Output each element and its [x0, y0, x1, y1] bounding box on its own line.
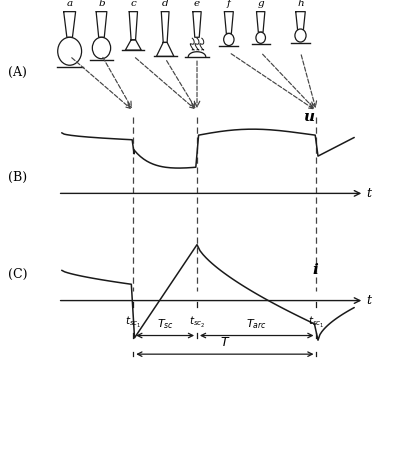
- Text: u: u: [303, 110, 314, 124]
- Circle shape: [58, 37, 82, 65]
- Text: (C): (C): [8, 268, 27, 281]
- Text: $t_{sc_2}$: $t_{sc_2}$: [189, 315, 205, 329]
- Text: i: i: [312, 263, 318, 277]
- Circle shape: [224, 34, 234, 46]
- Circle shape: [295, 29, 306, 42]
- Text: $T_{sc}$: $T_{sc}$: [157, 317, 174, 331]
- Text: b: b: [98, 0, 105, 8]
- Text: t: t: [366, 187, 371, 200]
- Circle shape: [92, 37, 111, 59]
- Text: e: e: [194, 0, 200, 8]
- Text: $T$: $T$: [220, 336, 230, 350]
- Text: (B): (B): [8, 171, 27, 184]
- Text: t: t: [366, 294, 371, 307]
- Text: a: a: [66, 0, 73, 8]
- Text: f: f: [227, 0, 231, 8]
- Circle shape: [256, 32, 265, 43]
- Text: c: c: [131, 0, 136, 8]
- Text: d: d: [162, 0, 168, 8]
- Text: $t_{sc_1}$: $t_{sc_1}$: [308, 315, 325, 329]
- Text: (A): (A): [8, 66, 27, 79]
- Text: g: g: [258, 0, 264, 8]
- Text: $T_{arc}$: $T_{arc}$: [246, 317, 267, 331]
- Text: h: h: [297, 0, 304, 8]
- Text: $t_{sc_1}$: $t_{sc_1}$: [125, 315, 142, 329]
